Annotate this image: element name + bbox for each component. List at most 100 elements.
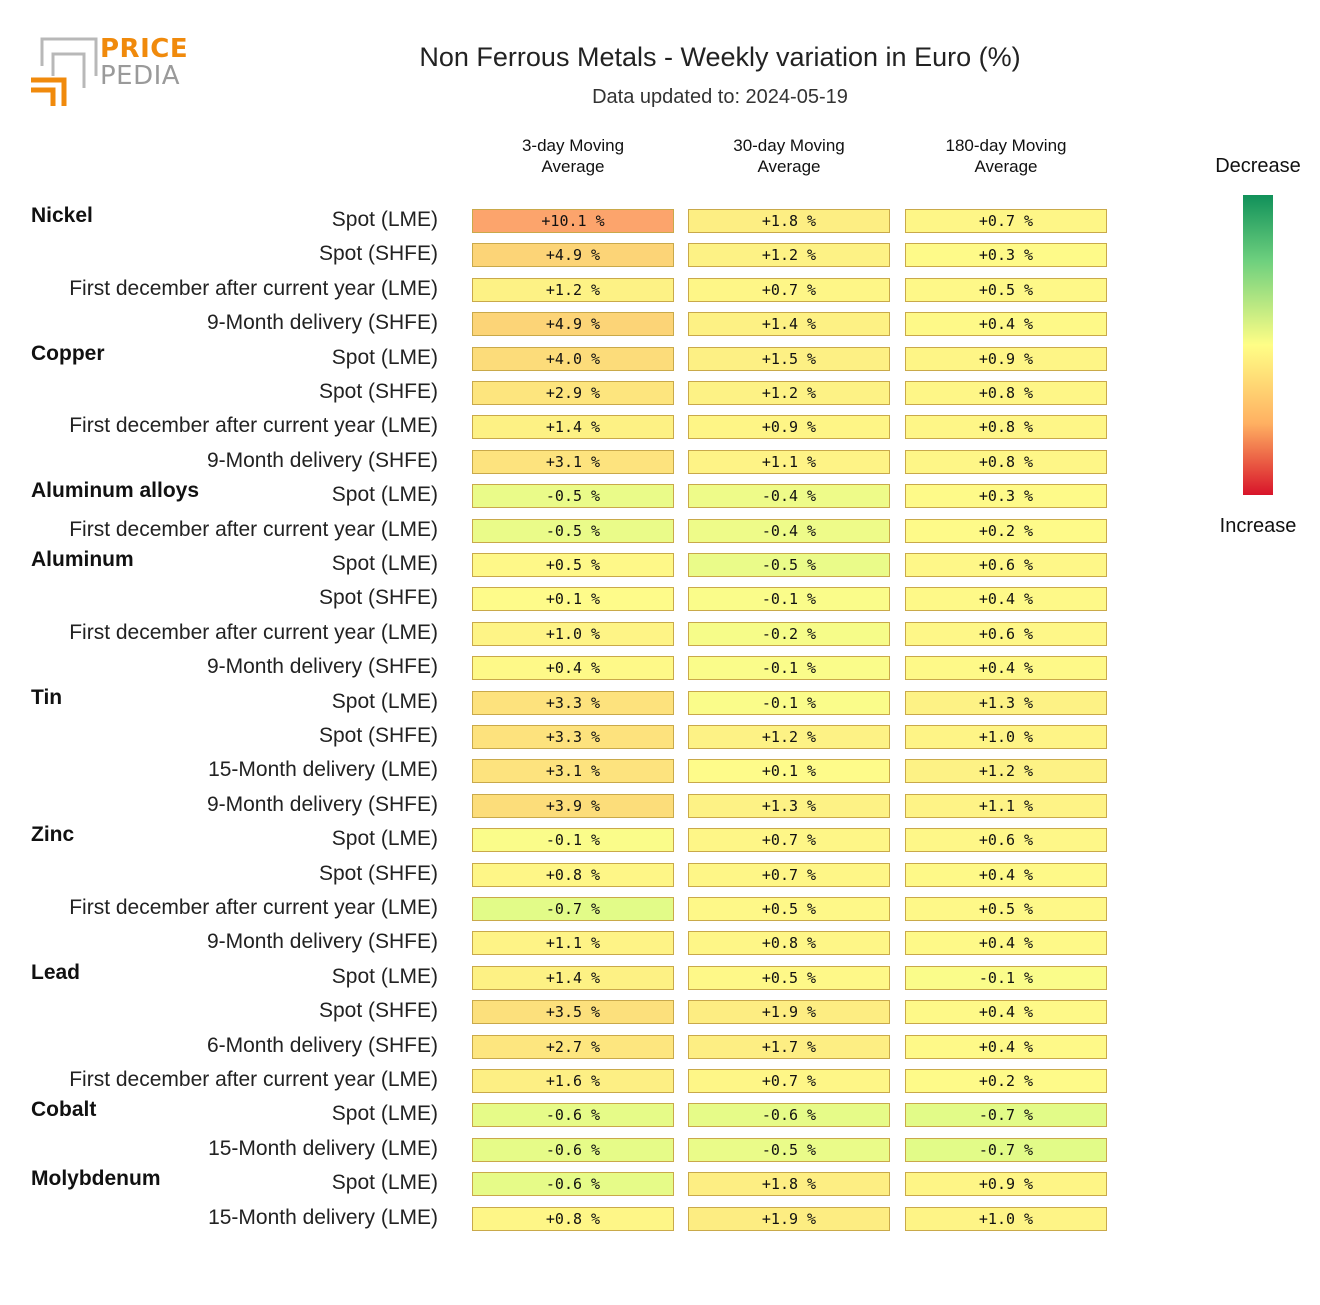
- heatmap-cell: -0.4 %: [688, 484, 890, 509]
- row-label: First december after current year (LME): [69, 517, 438, 541]
- group-label: Nickel: [31, 204, 93, 227]
- heatmap-cell: +0.7 %: [688, 828, 890, 853]
- row-label: Spot (LME): [331, 345, 438, 369]
- chart-subtitle: Data updated to: 2024-05-19: [592, 86, 848, 108]
- heatmap-cell: -0.1 %: [688, 587, 890, 612]
- heatmap-cell: +1.1 %: [472, 931, 674, 956]
- heatmap-cell: +0.9 %: [905, 346, 1107, 371]
- group-label: Aluminum: [31, 548, 134, 571]
- heatmap-cell: +0.8 %: [472, 1206, 674, 1231]
- heatmap-cell: +3.3 %: [472, 725, 674, 749]
- logo-pedia-text: PEDIA: [100, 61, 181, 91]
- row-label: 15-Month delivery (LME): [208, 758, 438, 782]
- heatmap-cell: +0.8 %: [905, 415, 1107, 440]
- heatmap-cell: +0.8 %: [472, 862, 674, 887]
- row-label: 9-Month delivery (SHFE): [206, 792, 438, 816]
- heatmap-cell: +0.7 %: [688, 1069, 890, 1093]
- heatmap-cell: +1.4 %: [472, 965, 674, 990]
- heatmap-cell: +0.4 %: [472, 656, 674, 681]
- row-label: 15-Month delivery (LME): [208, 1136, 438, 1160]
- heatmap-cell: -0.6 %: [472, 1137, 674, 1162]
- logo-mark-icon: [31, 37, 98, 106]
- heatmap-cell: -0.1 %: [688, 690, 890, 715]
- heatmap-cell: +0.6 %: [905, 621, 1107, 646]
- row-label: Spot (SHFE): [318, 586, 438, 610]
- heatmap-cell: +1.5 %: [688, 346, 890, 371]
- heatmap-cell: -0.1 %: [472, 828, 674, 853]
- chart-title: Non Ferrous Metals - Weekly variation in…: [419, 42, 1021, 72]
- group-label: Lead: [31, 960, 81, 984]
- heatmap-cell: -0.4 %: [688, 518, 890, 543]
- heatmap-cell: +1.4 %: [688, 312, 890, 337]
- heatmap-cell: -0.6 %: [472, 1172, 674, 1197]
- group-label: Cobalt: [31, 1098, 97, 1122]
- heatmap-cell: +0.4 %: [905, 1034, 1107, 1059]
- group-label: Tin: [31, 685, 63, 709]
- heatmap-cell: +1.2 %: [905, 759, 1107, 784]
- heatmap-cell: +1.2 %: [688, 381, 890, 405]
- heatmap-cell: +1.3 %: [688, 793, 890, 818]
- row-label: First december after current year (LME): [69, 896, 438, 919]
- row-label: 9-Month delivery (SHFE): [206, 448, 438, 472]
- row-label: First december after current year (LME): [69, 276, 438, 300]
- legend-increase-label: Increase: [1219, 515, 1297, 537]
- heatmap-cell: +1.1 %: [688, 449, 890, 474]
- row-label: 9-Month delivery (SHFE): [206, 930, 438, 954]
- heatmap-cell: -0.7 %: [472, 897, 674, 921]
- heatmap-cell: +0.7 %: [688, 862, 890, 887]
- heatmap-cell: -0.5 %: [472, 484, 674, 509]
- heatmap-cell: +0.8 %: [905, 381, 1107, 405]
- row-label: Spot (LME): [331, 827, 438, 851]
- row-label: 9-Month delivery (SHFE): [206, 311, 438, 335]
- heatmap-cell: +1.9 %: [688, 1000, 890, 1025]
- heatmap-cell: +0.6 %: [905, 828, 1107, 853]
- legend-decrease-label: Decrease: [1215, 155, 1301, 177]
- row-label: Spot (LME): [331, 483, 438, 507]
- column-header: 180-day Moving Average: [945, 136, 1067, 176]
- heatmap-cell: +3.1 %: [472, 759, 674, 784]
- heatmap-cell: -0.1 %: [905, 965, 1107, 990]
- heatmap-cell: +0.6 %: [905, 553, 1107, 577]
- heatmap-cell: -0.7 %: [905, 1137, 1107, 1162]
- heatmap-cell: +1.0 %: [905, 1206, 1107, 1231]
- heatmap-cell: +10.1 %: [472, 209, 674, 233]
- heatmap-cell: +0.9 %: [688, 415, 890, 440]
- heatmap-cell: +3.1 %: [472, 449, 674, 474]
- row-label: Spot (LME): [331, 1171, 438, 1195]
- heatmap-cell: -0.7 %: [905, 1103, 1107, 1128]
- row-label: First december after current year (LME): [69, 1068, 438, 1091]
- group-label: Aluminum alloys: [31, 479, 200, 503]
- row-label: Spot (SHFE): [318, 724, 438, 747]
- heatmap-cell: +1.2 %: [688, 725, 890, 749]
- row-label: 9-Month delivery (SHFE): [206, 655, 438, 679]
- legend-color-scale: [1243, 195, 1273, 495]
- heatmap-cell: +0.9 %: [905, 1172, 1107, 1197]
- row-label: Spot (LME): [331, 208, 438, 231]
- group-label: Molybdenum: [31, 1167, 161, 1191]
- heatmap-cell: +0.2 %: [905, 518, 1107, 543]
- heatmap-cell: +4.0 %: [472, 346, 674, 371]
- row-label: Spot (LME): [331, 689, 438, 713]
- heatmap-cell: +0.5 %: [472, 553, 674, 577]
- heatmap-cell: +3.9 %: [472, 793, 674, 818]
- heatmap-cell: -0.2 %: [688, 621, 890, 646]
- heatmap-cell: +0.1 %: [472, 587, 674, 612]
- heatmap-cell: +0.3 %: [905, 484, 1107, 509]
- heatmap-cell: +1.9 %: [688, 1206, 890, 1231]
- row-label: Spot (SHFE): [318, 380, 438, 403]
- heatmap-cell: +3.3 %: [472, 690, 674, 715]
- heatmap-cell: +1.2 %: [688, 243, 890, 268]
- row-label: Spot (LME): [331, 1102, 438, 1126]
- heatmap-cell: +1.6 %: [472, 1069, 674, 1093]
- heatmap-cell: +0.5 %: [688, 897, 890, 921]
- row-label: 6-Month delivery (SHFE): [206, 1033, 438, 1057]
- heatmap-cell: +1.2 %: [472, 277, 674, 302]
- heatmap-cell: +1.0 %: [472, 621, 674, 646]
- row-label: First december after current year (LME): [69, 414, 438, 438]
- heatmap-cell: +0.7 %: [688, 277, 890, 302]
- heatmap-cell: +1.4 %: [472, 415, 674, 440]
- heatmap-cell: +1.7 %: [688, 1034, 890, 1059]
- heatmap-cell: +1.0 %: [905, 725, 1107, 749]
- heatmap-cell: +1.8 %: [688, 1172, 890, 1197]
- heatmap-cell: +0.4 %: [905, 656, 1107, 681]
